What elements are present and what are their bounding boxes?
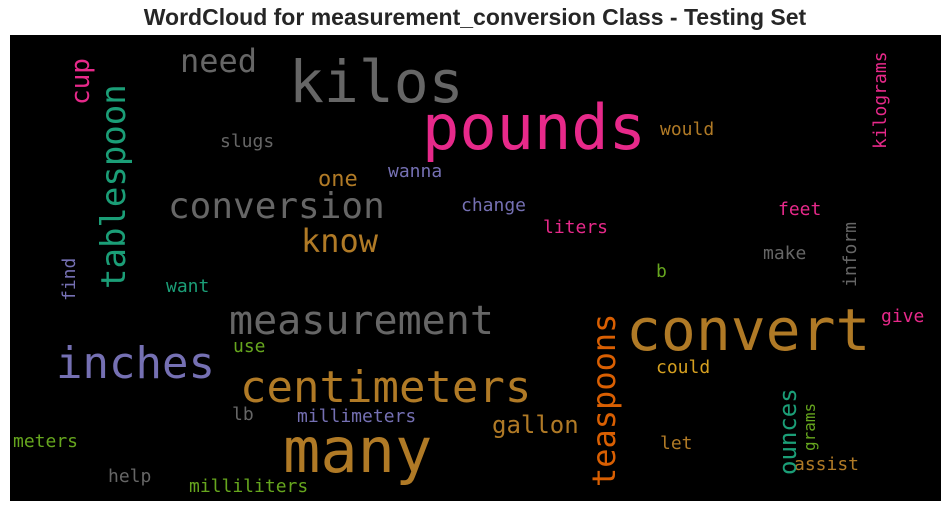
word-lb: lb	[232, 404, 254, 425]
word-know: know	[301, 222, 379, 260]
word-one: one	[318, 167, 358, 192]
word-many: many	[283, 414, 433, 487]
word-grams: grams	[800, 402, 819, 451]
word-find: find	[59, 257, 80, 301]
word-conversion: conversion	[168, 186, 385, 227]
word-need: need	[180, 42, 258, 80]
chart-title: WordCloud for measurement_conversion Cla…	[143, 4, 807, 30]
word-teaspoons: teaspoons	[585, 313, 623, 487]
word-feet: feet	[778, 199, 822, 220]
word-meters: meters	[13, 431, 79, 452]
word-kilograms: kilograms	[870, 51, 891, 149]
word-inform: inform	[840, 221, 861, 287]
word-cup: cup	[66, 58, 96, 105]
word-would: would	[660, 119, 715, 140]
word-pounds: pounds	[422, 91, 646, 164]
word-slugs: slugs	[220, 131, 275, 152]
word-want: want	[166, 276, 210, 297]
word-milliliters: milliliters	[189, 476, 309, 497]
word-inches: inches	[56, 338, 215, 389]
word-kilos: kilos	[289, 48, 464, 116]
word-centimeters: centimeters	[240, 362, 532, 413]
word-ounces: ounces	[774, 388, 802, 475]
word-gallon: gallon	[492, 411, 579, 439]
word-change: change	[461, 195, 527, 216]
word-could: could	[656, 357, 711, 378]
word-make: make	[763, 243, 807, 264]
word-wanna: wanna	[388, 161, 443, 182]
word-b: b	[656, 261, 667, 282]
word-use: use	[233, 336, 266, 357]
word-give: give	[881, 306, 925, 327]
word-assist: assist	[794, 454, 860, 475]
word-measurement: measurement	[229, 298, 494, 344]
word-help: help	[108, 466, 152, 487]
wordcloud-canvas: kilos pounds convert many centimeters me…	[10, 35, 941, 501]
word-let: let	[660, 433, 693, 454]
word-tablespoon: tablespoon	[94, 84, 134, 289]
word-convert: convert	[626, 296, 871, 364]
word-millimeters: millimeters	[297, 406, 417, 427]
word-liters: liters	[543, 217, 609, 238]
